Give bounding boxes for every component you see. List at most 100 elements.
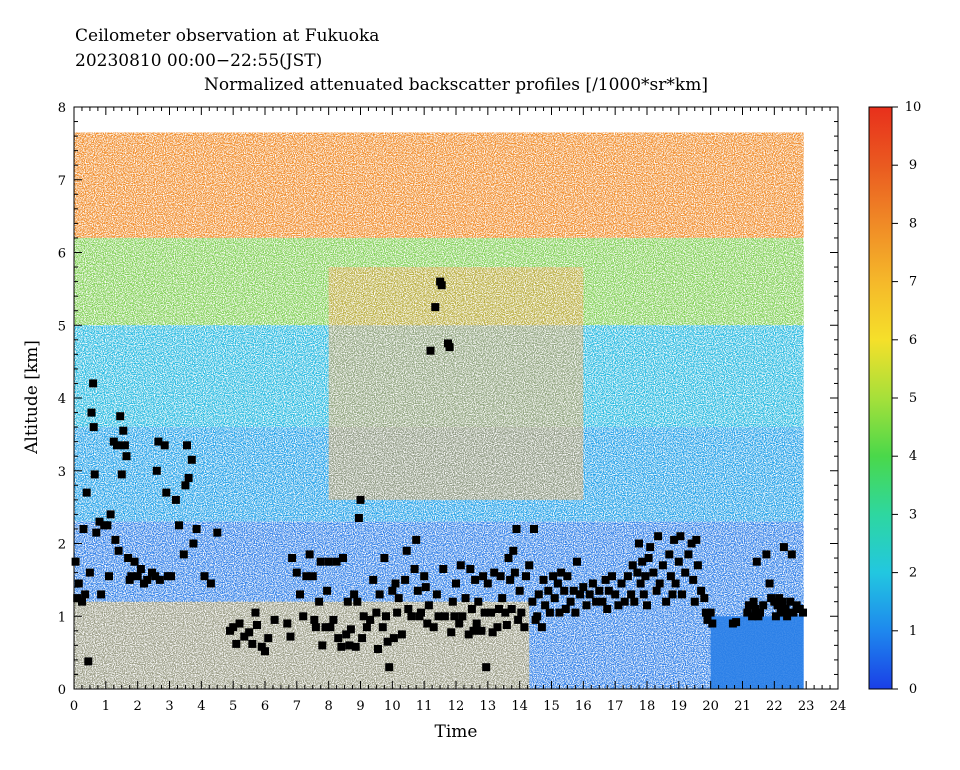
cloud-base-marker (321, 623, 330, 632)
colorbar-tick-label: 8 (909, 216, 917, 231)
cloud-base-marker (592, 597, 601, 606)
cloud-base-marker (752, 557, 761, 566)
cloud-base-marker (608, 572, 616, 581)
cloud-base-marker (678, 590, 686, 599)
cloud-base-marker (332, 557, 341, 566)
y-tick-label: 3 (58, 465, 66, 480)
cloud-base-marker (111, 535, 120, 544)
colorbar: 0 1 2 3 4 5 6 7 8 9 10 (868, 100, 922, 697)
cloud-base-marker (771, 612, 780, 621)
cloud-base-marker (421, 583, 430, 592)
cloud-base-marker (154, 437, 163, 446)
cloud-base-marker (560, 586, 569, 595)
cloud-base-marker (525, 561, 534, 570)
cloud-base-marker (248, 639, 257, 648)
cloud-base-marker (576, 590, 585, 599)
cloud-base-marker (654, 532, 663, 541)
cloud-base-marker (374, 645, 382, 653)
cloud-base-marker (351, 642, 360, 651)
cloud-base-marker (569, 586, 578, 595)
cloud-base-marker (329, 615, 338, 624)
cloud-base-marker (495, 605, 503, 613)
x-tick-label: 19 (671, 699, 688, 714)
cloud-base-marker (749, 597, 758, 606)
cloud-base-marker (97, 590, 106, 599)
cloud-base-marker (689, 575, 698, 584)
cloud-base-marker (452, 579, 460, 588)
cloud-base-marker (684, 550, 693, 559)
colorbar-tick-label: 6 (909, 333, 917, 348)
cloud-base-marker (372, 608, 381, 617)
cloud-base-marker (342, 630, 351, 639)
cloud-base-marker (585, 590, 594, 599)
cloud-base-marker (171, 495, 180, 504)
cloud-base-marker (652, 586, 661, 595)
x-tick-label: 0 (70, 699, 78, 714)
cloud-base-marker (388, 586, 397, 595)
cloud-base-marker (617, 579, 626, 588)
colorbar-tick-label: 1 (909, 624, 917, 639)
cloud-base-marker (350, 590, 359, 599)
x-tick-label: 11 (416, 699, 433, 714)
cloud-base-marker (778, 597, 787, 606)
cloud-base-marker (781, 605, 790, 613)
cloud-base-marker (92, 528, 101, 537)
cloud-base-marker (658, 561, 667, 570)
cloud-base-marker (553, 579, 562, 588)
cloud-base-marker (120, 441, 129, 450)
cloud-base-marker (555, 608, 564, 617)
cloud-base-marker (162, 488, 171, 497)
cloud-base-marker (573, 557, 581, 566)
cloud-base-marker (89, 423, 98, 432)
cloud-base-marker (81, 590, 90, 599)
cloud-base-marker (74, 579, 83, 588)
cloud-base-marker (103, 521, 112, 530)
cloud-base-marker (450, 612, 459, 621)
cloud-base-marker (493, 623, 502, 632)
x-tick-label: 18 (639, 699, 656, 714)
x-tick-label: 21 (734, 699, 751, 714)
cloud-base-marker (423, 619, 432, 628)
cloud-base-marker (512, 525, 521, 533)
cloud-base-marker (124, 554, 133, 562)
cloud-base-marker (501, 608, 510, 617)
cloud-base-marker (474, 597, 483, 606)
cloud-base-marker (206, 579, 215, 588)
cloud-base-marker (466, 565, 475, 573)
cloud-base-marker (87, 408, 96, 417)
cloud-base-marker (402, 546, 411, 555)
colorbar-tick-label: 9 (909, 158, 917, 173)
cloud-base-marker (346, 625, 355, 634)
cloud-base-marker (127, 572, 136, 581)
cloud-base-marker (630, 597, 639, 606)
chart-title: Normalized attenuated backscatter profil… (204, 75, 708, 95)
cloud-base-marker (674, 557, 683, 566)
colorbar-tick-label: 10 (905, 100, 922, 115)
cloud-base-marker (469, 626, 478, 635)
cloud-base-marker (117, 470, 126, 479)
cloud-base-marker (487, 608, 495, 617)
cloud-base-marker (515, 586, 524, 595)
cloud-base-marker (743, 608, 752, 617)
cloud-base-marker (302, 572, 311, 581)
cloud-base-marker (122, 452, 131, 461)
cloud-base-marker (155, 575, 164, 584)
cloud-base-marker (315, 597, 324, 606)
cloud-base-marker (550, 594, 559, 603)
x-tick-label: 20 (702, 699, 719, 714)
cloud-base-marker (389, 634, 398, 643)
cloud-base-marker (751, 605, 760, 613)
cloud-base-marker (448, 597, 457, 606)
cloud-base-marker (561, 605, 570, 613)
cloud-base-marker (305, 550, 314, 559)
cloud-base-marker (472, 619, 481, 628)
cloud-base-marker (339, 554, 347, 562)
cloud-base-marker (288, 554, 297, 562)
backscatter-heatmap (74, 132, 804, 689)
cloud-base-marker (588, 579, 597, 588)
x-tick-label: 16 (575, 699, 592, 714)
cloud-base-marker (649, 568, 658, 577)
cloud-base-marker (641, 572, 650, 581)
cloud-base-marker (655, 579, 664, 588)
